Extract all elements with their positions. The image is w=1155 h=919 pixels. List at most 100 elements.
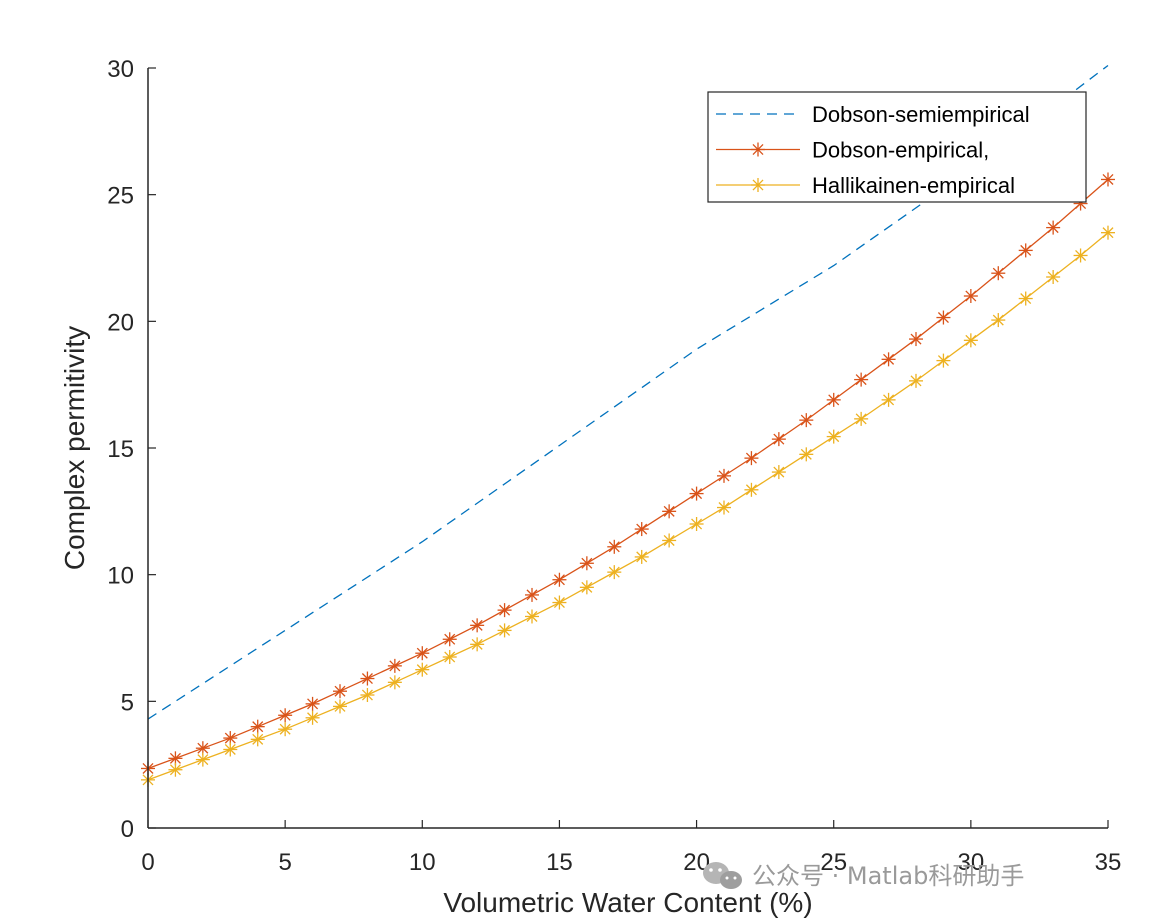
data-point-hallikainen-empirical [881, 392, 896, 407]
watermark-text: 公众号 · Matlab科研助手 [752, 862, 1024, 890]
x-tick-label: 25 [820, 849, 847, 876]
data-point-dobson-empirical [689, 486, 704, 501]
legend-marker [751, 178, 765, 192]
data-point-hallikainen-empirical [634, 549, 649, 564]
legend: Dobson-semiempirical Dobson-empirical, Hal… [707, 91, 1087, 203]
data-point-dobson-empirical [333, 684, 347, 699]
y-ticks: 0 5 10 15 20 25 30 [107, 56, 156, 843]
data-point-hallikainen-empirical [662, 533, 677, 548]
data-point-dobson-empirical [662, 504, 677, 519]
legend-label: Hallikainen-empirical [812, 173, 1015, 198]
data-point-hallikainen-empirical [689, 517, 704, 531]
data-point-dobson-empirical [634, 522, 649, 537]
data-point-dobson-empirical [497, 603, 512, 618]
data-point-hallikainen-empirical [415, 662, 430, 677]
data-point-hallikainen-empirical [963, 333, 978, 348]
data-point-dobson-empirical [607, 539, 622, 554]
data-point-dobson-empirical [744, 451, 759, 466]
legend-entries: Dobson-semiempirical Dobson-empirical, Hal… [716, 102, 1030, 198]
data-point-hallikainen-empirical [552, 595, 567, 610]
data-point-hallikainen-empirical [1018, 291, 1033, 306]
legend-label: Dobson-empirical, [812, 138, 989, 163]
data-point-dobson-empirical [387, 658, 402, 673]
data-point-hallikainen-empirical [525, 609, 539, 624]
data-point-hallikainen-empirical [278, 722, 293, 737]
data-point-hallikainen-empirical [826, 429, 841, 444]
data-point-hallikainen-empirical [909, 373, 923, 388]
data-point-dobson-empirical [415, 646, 430, 661]
wechat-icon [703, 862, 742, 889]
legend-entry: Dobson-empirical, [716, 138, 989, 163]
data-point-dobson-empirical [963, 289, 978, 303]
data-point-dobson-empirical [909, 332, 923, 347]
data-point-dobson-empirical [881, 352, 896, 367]
data-point-hallikainen-empirical [799, 447, 814, 462]
data-point-hallikainen-empirical [607, 565, 622, 580]
legend-marker [751, 142, 765, 157]
x-axis-label: Volumetric Water Content (%) [443, 887, 812, 918]
watermark: 公众号 · Matlab科研助手 [703, 862, 1024, 890]
data-point-hallikainen-empirical [771, 465, 786, 480]
data-point-dobson-empirical [799, 413, 814, 428]
x-tick-label: 5 [278, 849, 291, 876]
data-point-dobson-empirical [525, 587, 539, 602]
data-point-dobson-empirical [1018, 243, 1033, 258]
data-point-dobson-empirical [854, 372, 869, 387]
data-point-dobson-empirical [1046, 220, 1061, 235]
data-point-hallikainen-empirical [497, 623, 512, 638]
data-point-hallikainen-empirical [744, 482, 759, 497]
x-tick-label: 35 [1095, 849, 1122, 876]
data-point-hallikainen-empirical [936, 353, 951, 368]
x-tick-label: 10 [409, 849, 436, 876]
data-point-hallikainen-empirical [854, 411, 869, 426]
x-tick-label: 0 [141, 849, 154, 876]
legend-label: Dobson-semiempirical [812, 102, 1030, 127]
y-tick-label: 20 [107, 309, 134, 336]
x-tick-label: 30 [958, 849, 985, 876]
data-point-dobson-empirical [278, 708, 293, 723]
plot-markers [141, 172, 1115, 787]
data-point-hallikainen-empirical [717, 500, 731, 515]
x-tick-label: 15 [546, 849, 573, 876]
data-point-hallikainen-empirical [360, 688, 375, 702]
data-point-hallikainen-empirical [387, 675, 402, 690]
data-point-dobson-empirical [717, 468, 731, 483]
data-point-hallikainen-empirical [579, 580, 594, 595]
y-tick-label: 15 [107, 436, 134, 463]
data-point-dobson-empirical [305, 696, 320, 711]
data-point-hallikainen-empirical [1046, 270, 1061, 284]
series-line-hallikainen-empirical [147, 232, 1109, 781]
data-point-hallikainen-empirical [470, 637, 485, 652]
data-point-dobson-empirical [579, 556, 594, 571]
data-point-hallikainen-empirical [1101, 225, 1115, 240]
data-point-hallikainen-empirical [168, 762, 183, 777]
data-point-hallikainen-empirical [305, 710, 320, 725]
data-point-dobson-empirical [991, 266, 1006, 281]
y-tick-label: 30 [107, 56, 134, 83]
data-point-hallikainen-empirical [195, 752, 210, 767]
data-point-dobson-empirical [1101, 172, 1115, 187]
series-line-dobson-empirical [147, 178, 1109, 770]
data-point-hallikainen-empirical [1073, 248, 1088, 263]
data-point-dobson-empirical [936, 310, 951, 325]
data-point-hallikainen-empirical [223, 742, 238, 757]
data-point-dobson-empirical [470, 618, 485, 633]
y-tick-label: 0 [121, 816, 134, 843]
data-point-hallikainen-empirical [333, 699, 347, 714]
legend-entry: Hallikainen-empirical [716, 173, 1015, 198]
y-tick-label: 10 [107, 563, 134, 590]
data-point-dobson-empirical [826, 392, 841, 407]
legend-entry: Dobson-semiempirical [716, 102, 1030, 127]
legend-box [707, 91, 1087, 203]
data-point-dobson-empirical [360, 671, 375, 686]
data-point-dobson-empirical [442, 632, 457, 647]
y-axis-label: Complex permitivity [59, 326, 90, 570]
y-tick-label: 5 [121, 689, 134, 716]
data-point-dobson-empirical [168, 751, 183, 766]
y-tick-label: 25 [107, 183, 134, 210]
data-point-hallikainen-empirical [991, 313, 1006, 328]
data-point-dobson-empirical [771, 432, 786, 447]
data-point-dobson-empirical [552, 572, 567, 587]
x-ticks: 0 5 10 15 20 25 30 35 [141, 820, 1121, 876]
